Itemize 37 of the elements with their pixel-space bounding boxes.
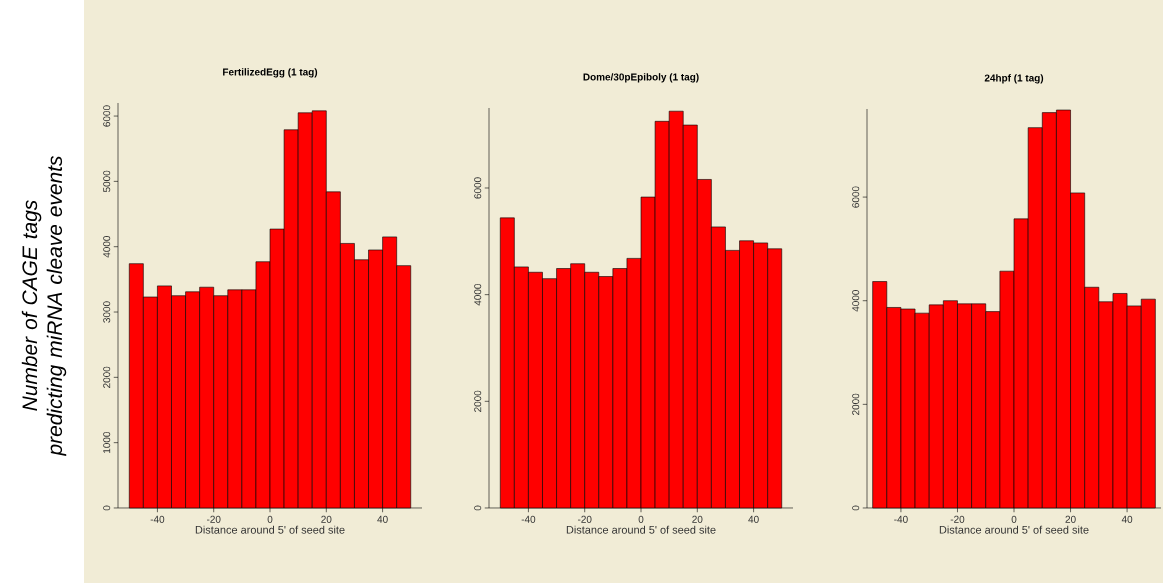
- y-tick-label: 3000: [103, 301, 111, 323]
- chart-title: FertilizedEgg (1 tag): [223, 68, 318, 78]
- y-tick-label: 2000: [852, 393, 860, 415]
- x-axis-title: Distance around 5' of seed site: [566, 525, 716, 534]
- y-tick-label: 4000: [103, 236, 111, 258]
- x-tick-label: -20: [950, 515, 965, 523]
- y-tick-label: 2000: [103, 366, 111, 388]
- x-tick-label: 0: [267, 515, 273, 523]
- x-tick-label: 0: [638, 515, 644, 523]
- x-tick-label: 40: [377, 515, 388, 523]
- x-tick-label: 20: [692, 515, 703, 523]
- y-tick-label: 4000: [852, 290, 860, 312]
- x-axis-title: Distance around 5' of seed site: [195, 525, 345, 534]
- y-tick-label: 6000: [103, 105, 111, 127]
- x-tick-label: 40: [1121, 515, 1133, 523]
- y-tick-label: 0: [474, 505, 482, 511]
- y-tick-label: 6000: [852, 186, 860, 208]
- chart-title: 24hpf (1 tag): [984, 74, 1044, 84]
- x-tick-label: -20: [206, 515, 221, 523]
- y-tick-label: 2000: [474, 390, 482, 412]
- y-tick-label: 5000: [103, 170, 111, 193]
- x-tick-label: -40: [521, 515, 536, 523]
- x-axis-title: Distance around 5' of seed site: [939, 525, 1089, 534]
- y-tick-label: 4000: [474, 283, 482, 306]
- x-tick-label: -40: [894, 515, 908, 523]
- x-tick-label: 40: [748, 515, 759, 523]
- x-tick-label: 20: [1065, 515, 1076, 523]
- y-tick-label: 0: [852, 505, 860, 511]
- x-tick-label: 20: [321, 515, 332, 523]
- y-tick-label: 1000: [103, 431, 111, 453]
- x-tick-label: 0: [1011, 515, 1017, 523]
- x-tick-label: -40: [150, 515, 165, 523]
- x-tick-label: -20: [577, 515, 592, 523]
- y-tick-label: 6000: [474, 177, 482, 199]
- y-axis-title: Number of CAGE tags predicting miRNA cleave events: [21, 155, 67, 456]
- chart-title: Dome/30pEpiboly (1 tag): [583, 73, 699, 83]
- y-tick-label: 0: [103, 505, 111, 511]
